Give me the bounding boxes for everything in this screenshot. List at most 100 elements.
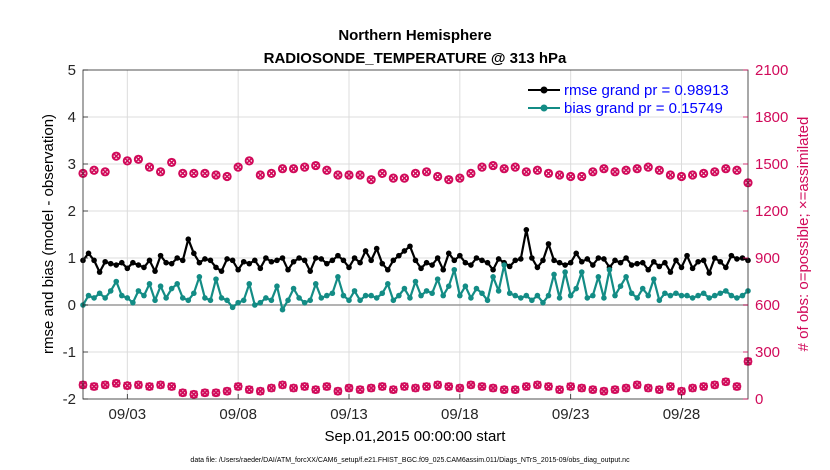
obs-assimilated-point-x	[566, 382, 575, 391]
series-point-rmse	[396, 252, 402, 259]
obs-possible-point-x	[511, 163, 520, 171]
obs-assimilated-point-x	[533, 380, 542, 389]
obs-assimilated-point	[178, 388, 188, 398]
obs-assimilated-point-x	[90, 382, 99, 391]
series-point-rmse	[146, 257, 153, 264]
series-point-bias	[645, 292, 652, 299]
left-tick-label: 5	[68, 62, 76, 79]
series-point-bias	[401, 285, 408, 292]
obs-assimilated-point-x	[145, 382, 154, 391]
series-point-bias	[362, 292, 369, 299]
obs-possible-point-x	[334, 171, 342, 179]
obs-possible-point-x	[566, 172, 575, 181]
series-point-rmse	[700, 257, 707, 264]
obs-assimilated-point	[699, 382, 709, 391]
series-point-bias	[196, 274, 203, 280]
obs-assimilated-point-x	[710, 380, 719, 389]
series-point-rmse	[384, 266, 391, 273]
obs-possible-point	[421, 167, 432, 177]
obs-possible-point-x	[212, 171, 220, 179]
obs-assimilated-point	[666, 382, 675, 391]
obs-assimilated-point	[122, 381, 132, 391]
series-point-rmse	[540, 257, 546, 264]
obs-assimilated-point	[455, 383, 465, 393]
obs-assimilated-point	[422, 382, 431, 391]
series-point-rmse	[567, 259, 574, 266]
series-point-rmse	[224, 256, 230, 262]
obs-possible-point	[233, 162, 243, 172]
series-point-bias	[318, 295, 325, 301]
obs-assimilated-point-x	[477, 382, 487, 391]
obs-assimilated-point	[533, 380, 542, 390]
x-tick-label: 09/28	[663, 406, 701, 423]
obs-possible-point	[566, 171, 576, 182]
series-point-bias	[141, 292, 147, 299]
obs-assimilated-point-x	[344, 383, 354, 393]
series-point-bias	[229, 304, 236, 311]
series-point-rmse	[529, 255, 535, 261]
series-point-rmse	[91, 257, 97, 264]
obs-assimilated-point-x	[289, 383, 298, 393]
right-axis-label: # of obs: o=possible; ×=assimilated	[795, 117, 812, 352]
obs-possible-point-x	[156, 168, 165, 176]
obs-possible-point-x	[533, 166, 542, 175]
obs-possible-point	[300, 162, 310, 172]
right-tick-label: 0	[755, 391, 763, 408]
obs-assimilated-point	[444, 382, 454, 391]
series-point-rmse	[235, 266, 241, 273]
obs-assimilated-point	[267, 383, 276, 393]
series-point-rmse	[390, 257, 397, 264]
obs-possible-point-x	[178, 169, 187, 178]
obs-assimilated-point	[643, 383, 653, 393]
obs-assimilated-point-x	[322, 382, 331, 391]
series-point-bias	[168, 285, 175, 292]
obs-assimilated-point-x	[311, 385, 320, 394]
series-point-bias	[717, 290, 724, 297]
series-point-bias	[351, 288, 358, 294]
obs-assimilated-point-x	[588, 385, 597, 394]
series-point-rmse	[678, 264, 685, 271]
obs-assimilated-point	[499, 385, 509, 395]
series-point-bias	[213, 276, 219, 282]
obs-assimilated-point-x	[677, 387, 686, 396]
series-point-bias	[673, 290, 679, 297]
series-point-rmse	[578, 258, 585, 265]
obs-assimilated-point-x	[267, 383, 276, 393]
series-point-bias	[578, 269, 585, 275]
series-point-bias	[678, 292, 685, 299]
series-point-bias	[290, 285, 297, 292]
right-tick-label: 600	[755, 297, 780, 314]
series-point-bias	[185, 297, 192, 304]
obs-possible-point-x	[666, 171, 675, 179]
chart-title: Northern Hemisphere	[338, 27, 491, 44]
obs-assimilated-point-x	[655, 385, 664, 394]
right-tick-label: 900	[755, 250, 780, 267]
obs-assimilated-point-x	[278, 380, 287, 389]
right-tick-label: 1500	[755, 156, 788, 173]
series-point-bias	[445, 283, 452, 290]
obs-assimilated-point-x	[234, 382, 243, 391]
series-point-rmse	[141, 264, 147, 271]
obs-assimilated-point-x	[300, 382, 309, 391]
series-point-bias	[124, 295, 131, 301]
series-point-rmse	[168, 260, 175, 267]
series-point-bias	[667, 292, 674, 299]
obs-assimilated-point	[134, 380, 143, 390]
obs-possible-point	[266, 168, 277, 178]
legend: rmse grand pr = 0.98913 bias grand pr = …	[528, 82, 729, 117]
series-point-rmse	[639, 259, 646, 266]
obs-possible-point-x	[267, 169, 276, 178]
obs-possible-point	[687, 170, 698, 180]
obs-possible-point-x	[400, 174, 409, 182]
obs-possible-point	[333, 170, 343, 180]
chart-subtitle: RADIOSONDE_TEMPERATURE @ 313 hPa	[264, 50, 567, 67]
series-point-bias	[451, 266, 458, 273]
series-point-bias	[501, 262, 507, 268]
series-point-rmse	[584, 256, 591, 262]
series-point-bias	[689, 295, 696, 301]
series-point-rmse	[335, 252, 341, 259]
obs-assimilated-point-x	[666, 382, 675, 391]
obs-possible-point	[699, 168, 709, 178]
plot-area	[83, 70, 748, 399]
series-point-bias	[135, 288, 142, 294]
